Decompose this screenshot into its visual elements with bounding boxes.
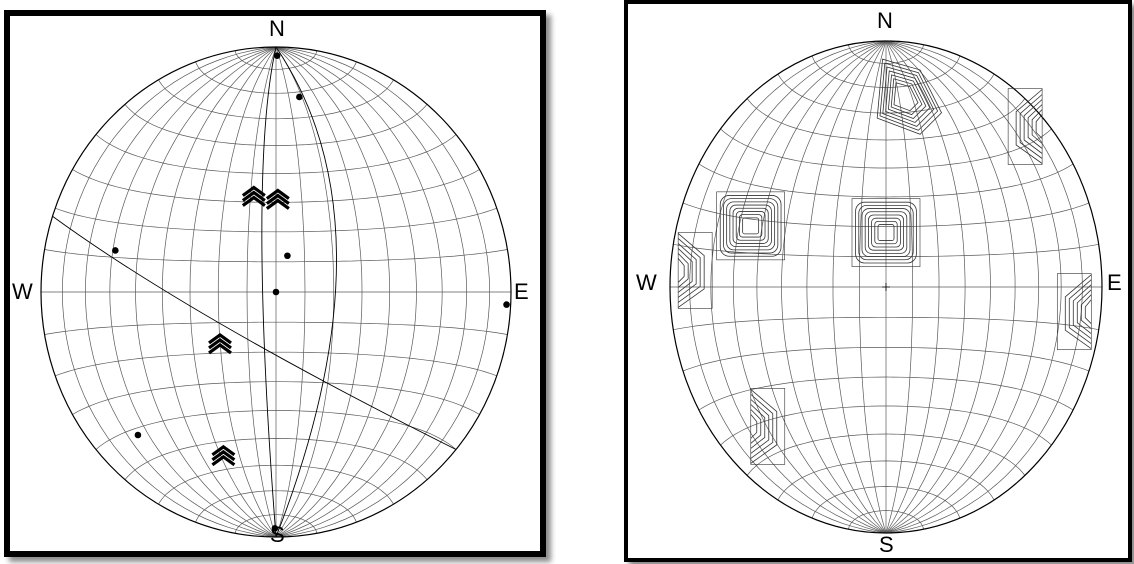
right-primitive-circle xyxy=(669,40,1103,534)
parallel xyxy=(158,79,394,120)
slip-arrow-marker xyxy=(211,444,236,467)
north-label-left: N xyxy=(269,16,285,41)
parallel xyxy=(55,207,497,233)
pole-point xyxy=(134,431,142,439)
parallel xyxy=(698,163,1074,198)
left-grid xyxy=(40,46,512,538)
density-contour xyxy=(677,232,713,309)
pole-point xyxy=(503,301,510,308)
east-label-left: E xyxy=(514,279,529,304)
slip-arrow-marker xyxy=(208,332,232,355)
east-label-right: E xyxy=(1107,270,1122,295)
density-contour xyxy=(1007,88,1043,165)
parallel xyxy=(682,347,1090,372)
parallel xyxy=(720,128,1052,169)
parallel xyxy=(124,104,428,146)
density-contour xyxy=(750,388,786,465)
parallel xyxy=(777,73,995,114)
west-label-left: W xyxy=(12,279,33,304)
left-stereonet-panel: N S W E xyxy=(4,10,546,557)
parallel xyxy=(158,464,394,505)
great-circle-traces xyxy=(52,46,457,538)
great-circle xyxy=(52,215,457,450)
parallel xyxy=(811,55,961,88)
pole-point xyxy=(271,525,279,532)
pole-point xyxy=(112,247,119,254)
parallel xyxy=(777,460,995,501)
south-label-right: S xyxy=(879,532,894,557)
parallel xyxy=(811,486,961,519)
slip-arrow-marker xyxy=(241,185,266,207)
pole-point xyxy=(273,52,281,59)
north-label-right: N xyxy=(877,8,893,33)
density-contour xyxy=(851,198,921,267)
parallel xyxy=(682,202,1090,227)
south-label-left: S xyxy=(270,522,285,547)
pole-point xyxy=(272,288,280,296)
parallel xyxy=(720,405,1052,446)
pole-point xyxy=(284,252,291,260)
parallel xyxy=(72,381,480,415)
parallel xyxy=(195,490,357,523)
density-contour xyxy=(1056,273,1092,350)
center-mark xyxy=(882,283,890,291)
parallel xyxy=(195,61,357,94)
parallel xyxy=(746,433,1026,476)
right-stereonet-panel: N S W E xyxy=(624,0,1132,562)
right-stereonet xyxy=(669,40,1103,534)
left-stereonet xyxy=(40,46,512,538)
great-circle xyxy=(275,46,337,538)
parallel xyxy=(746,98,1026,141)
great-circle xyxy=(261,46,277,538)
pole-point xyxy=(296,93,303,101)
parallel xyxy=(124,438,428,480)
parallel xyxy=(234,514,318,534)
parallel xyxy=(55,351,497,377)
parallel xyxy=(95,134,457,174)
parallel xyxy=(848,510,924,530)
parallel xyxy=(234,50,318,70)
density-contour xyxy=(876,58,943,135)
parallel xyxy=(673,316,1099,331)
west-label-right: W xyxy=(636,270,657,295)
parallel xyxy=(44,321,508,335)
density-contour xyxy=(716,191,785,261)
slip-arrow-marker xyxy=(265,188,290,210)
